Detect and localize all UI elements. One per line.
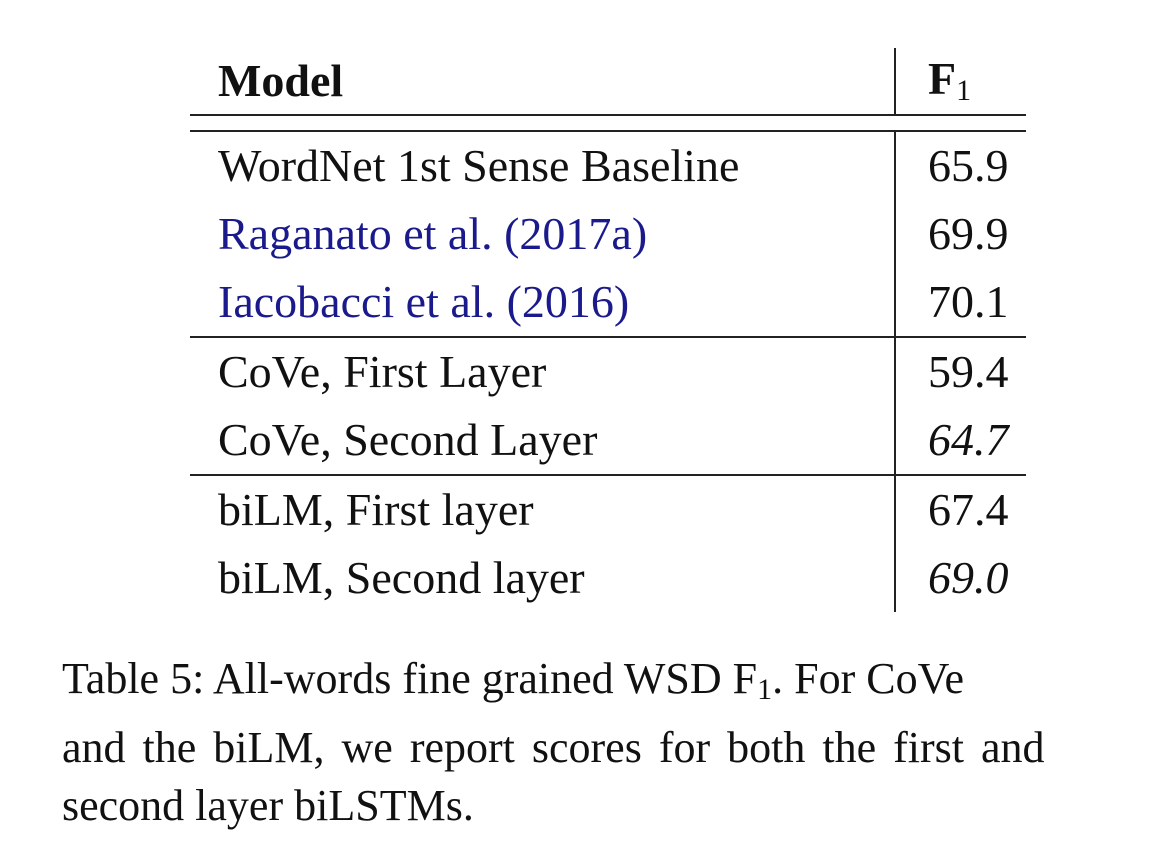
f1-score: 67.4 [895, 474, 1026, 544]
caption-f1-sub: 1 [757, 673, 773, 706]
results-table-container: Model F1 WordNet 1st Sense Baseline 65.9… [190, 48, 1026, 612]
model-name: Iacobacci et al. (2016) [190, 268, 896, 337]
table-row: WordNet 1st Sense Baseline 65.9 [190, 131, 1026, 200]
table-row: biLM, Second layer 69.0 [190, 544, 1026, 612]
f1-score: 64.7 [928, 414, 1009, 465]
citation-link[interactable]: Iacobacci et al. (2016) [218, 276, 630, 327]
table-row: CoVe, First Layer 59.4 [190, 336, 1026, 406]
f1-score-best: 70.1 [928, 276, 1009, 327]
header-f1: F1 [895, 48, 1026, 115]
model-name: biLM, Second layer [190, 544, 896, 612]
caption-line-2: and the biLM, we report scores for both … [62, 723, 1045, 772]
results-table: Model F1 WordNet 1st Sense Baseline 65.9… [190, 48, 1026, 612]
model-name: biLM, First layer [190, 474, 896, 544]
citation-link[interactable]: Raganato et al. (2017a) [218, 208, 648, 259]
model-name: WordNet 1st Sense Baseline [190, 131, 896, 200]
caption-line-1: Table 5: All-words fine grained WSD F1. … [62, 654, 965, 706]
table-row: biLM, First layer 67.4 [190, 474, 1026, 544]
f1-score: 59.4 [895, 336, 1026, 406]
header-model: Model [190, 48, 896, 115]
f1-score: 69.9 [928, 208, 1009, 259]
header-f1-sub: 1 [956, 74, 972, 107]
header-f1-main: F [928, 53, 957, 104]
table-row: Raganato et al. (2017a) 69.9 [190, 200, 1026, 268]
table-header-row: Model F1 [190, 48, 1026, 115]
f1-score: 65.9 [928, 140, 1009, 191]
header-double-rule [190, 114, 1026, 132]
model-name: CoVe, First Layer [190, 336, 896, 406]
f1-score: 69.0 [928, 552, 1009, 603]
table-row: CoVe, Second Layer 64.7 [190, 406, 1026, 475]
caption-line-3: second layer biLSTMs. [62, 781, 474, 830]
table-caption: Table 5: All-words fine grained WSD F1. … [62, 650, 1152, 835]
model-name: CoVe, Second Layer [190, 406, 896, 475]
table-row: Iacobacci et al. (2016) 70.1 [190, 268, 1026, 337]
model-name: Raganato et al. (2017a) [190, 200, 896, 268]
